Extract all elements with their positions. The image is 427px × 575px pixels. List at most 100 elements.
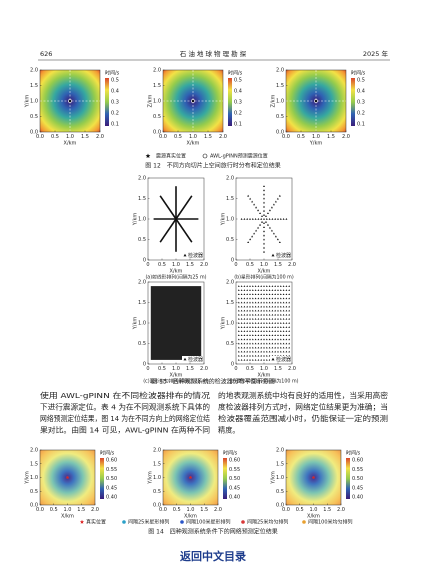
receiver <box>285 322 288 324</box>
receiver <box>279 305 282 308</box>
x-tick-label: 1.5 <box>200 507 208 513</box>
y-tick-label: 1.0 <box>276 475 284 481</box>
receiver <box>254 330 257 332</box>
x-tick-label: 2.0 <box>288 262 296 268</box>
receiver <box>249 285 251 287</box>
y-tick-label: 0.0 <box>153 130 161 136</box>
predicted-marker <box>68 99 72 103</box>
receiver <box>282 334 285 337</box>
receiver <box>251 200 254 203</box>
receiver <box>277 322 279 324</box>
receiver <box>285 309 288 312</box>
legend-label: 间隔100米均匀排列 <box>308 519 353 526</box>
receiver <box>237 309 240 312</box>
receiver <box>274 318 277 320</box>
receiver <box>249 342 251 345</box>
receiver <box>263 193 265 196</box>
receiver <box>285 218 288 220</box>
legend-label: 检波器 <box>188 252 203 259</box>
receiver <box>246 297 249 300</box>
legend-marker <box>271 253 275 257</box>
receiver <box>237 301 240 304</box>
receiver <box>263 326 265 328</box>
receiver <box>260 305 263 308</box>
receiver <box>257 326 260 328</box>
x-tick-label: 0.0 <box>159 134 167 140</box>
y-axis-label: Y/km <box>25 95 31 109</box>
receiver <box>285 301 288 304</box>
y-tick-label: 1.5 <box>276 83 284 89</box>
receiver <box>237 285 240 287</box>
receiver <box>246 350 249 353</box>
receiver <box>246 305 249 308</box>
back-to-contents-link[interactable]: 返回中文目录 <box>180 549 246 563</box>
receiver <box>274 200 277 203</box>
receiver <box>251 318 254 320</box>
receiver <box>254 305 257 308</box>
receiver <box>263 205 265 208</box>
receiver <box>274 342 277 345</box>
receiver <box>277 218 279 220</box>
receiver <box>277 318 279 320</box>
receiver <box>260 354 263 357</box>
receiver <box>257 305 260 308</box>
y-tick-label: 1.0 <box>226 217 234 223</box>
receiver <box>237 318 240 320</box>
receiver <box>260 301 263 304</box>
receiver <box>288 334 291 337</box>
receiver <box>263 309 265 312</box>
receiver <box>257 313 260 316</box>
x-tick-label: 0 <box>234 366 237 372</box>
receiver <box>271 313 274 316</box>
legend-label: 真实位置 <box>86 519 106 526</box>
receiver <box>282 326 285 328</box>
x-tick-label: 2.0 <box>342 134 350 140</box>
receiver <box>271 289 274 291</box>
y-axis-label: Y/km <box>221 213 227 227</box>
legend-box <box>182 252 203 259</box>
receiver <box>277 350 279 353</box>
colorbar-tick-label: 0.55 <box>106 467 117 473</box>
receiver <box>282 289 285 291</box>
receiver <box>240 285 243 287</box>
receiver <box>249 238 252 241</box>
x-tick-label: 1.5 <box>81 134 89 140</box>
receiver <box>274 309 277 312</box>
panel-caption: (a)射线形排列(间隔为25 m) <box>145 274 206 281</box>
legend-box <box>270 252 291 259</box>
receiver <box>276 197 279 200</box>
receiver <box>279 350 282 353</box>
receiver <box>265 330 268 332</box>
x-tick-label: 0.5 <box>296 507 304 513</box>
receiver <box>237 313 240 316</box>
receiver <box>260 350 263 353</box>
receiver <box>263 234 265 237</box>
receiver <box>263 209 265 212</box>
receiver <box>249 297 251 300</box>
receiver <box>270 229 273 232</box>
receiver <box>259 212 262 215</box>
colorbar-tick-label: 0.40 <box>106 495 117 501</box>
receiver <box>277 293 279 296</box>
receiver <box>255 229 258 232</box>
receiver <box>268 318 271 320</box>
receiver <box>257 354 260 357</box>
receiver <box>251 322 254 324</box>
legend-marker <box>202 153 208 159</box>
receiver <box>237 342 240 345</box>
legend-label: AWL-gPINN预测震源位置 <box>210 153 268 160</box>
y-tick-label: 0.5 <box>138 341 146 347</box>
colorbar-tick-label: 0.55 <box>229 467 240 473</box>
receiver <box>251 350 254 353</box>
star-marker <box>67 98 73 103</box>
receiver <box>282 330 285 332</box>
x-tick-label: 0.0 <box>36 134 44 140</box>
x-tick-label: 2.0 <box>219 134 227 140</box>
body-text: 精度。 <box>218 426 240 435</box>
receiver <box>263 338 265 341</box>
receiver <box>282 293 285 296</box>
receiver <box>263 293 265 296</box>
receiver <box>279 313 282 316</box>
legend-marker <box>183 253 187 257</box>
y-axis-label: Y/km <box>133 317 139 331</box>
